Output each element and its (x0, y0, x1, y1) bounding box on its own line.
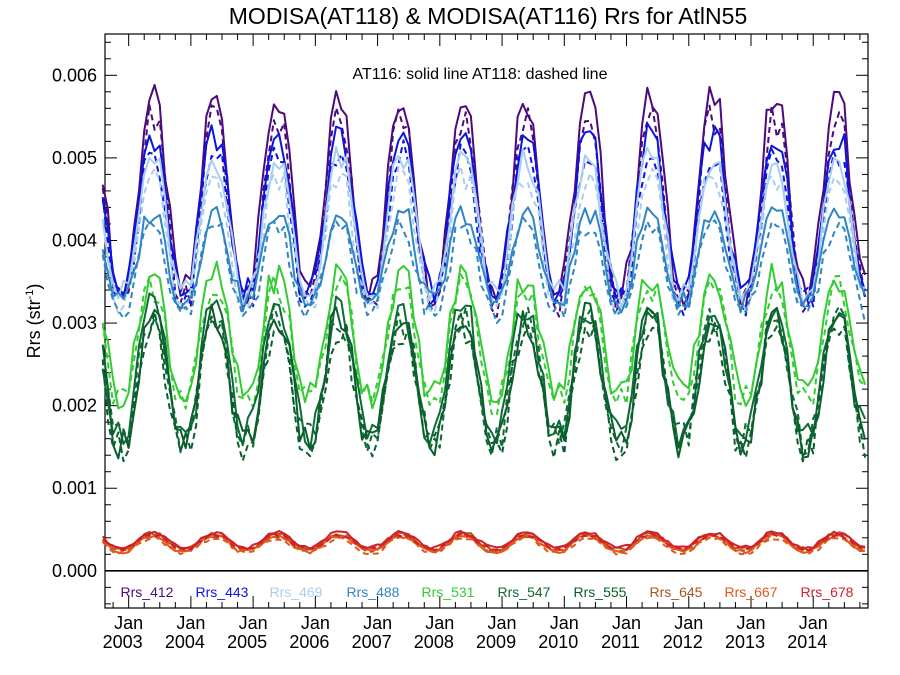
y-tick-label: 0.001 (52, 478, 97, 498)
series-Rrs_667-dashed (101, 535, 866, 556)
y-tick-label: 0.005 (52, 148, 97, 168)
x-tick-month: Jan (550, 613, 579, 633)
legend-item-Rrs_488: Rrs_488 (347, 584, 400, 600)
legend-item-Rrs_531: Rrs_531 (422, 584, 475, 600)
y-tick-label: 0.004 (52, 230, 97, 250)
series-Rrs_555-dashed (101, 310, 867, 463)
y-axis-label-main: Rrs (str (24, 299, 44, 358)
x-tick-month: Jan (612, 613, 641, 633)
x-tick-label: 2010 (538, 632, 578, 652)
legend-item-Rrs_412: Rrs_412 (121, 584, 174, 600)
x-tick-month: Jan (425, 613, 454, 633)
legend-item-Rrs_645: Rrs_645 (650, 584, 703, 600)
series-Rrs_531-dashed (101, 273, 866, 416)
legend-item-Rrs_678: Rrs_678 (801, 584, 854, 600)
x-tick-month: Jan (239, 613, 268, 633)
y-axis: 0.000 0.001 0.002 0.003 0.004 0.005 0.006 (52, 41, 868, 605)
series-Rrs_645-dashed (102, 533, 866, 553)
y-tick-label: 0.000 (52, 561, 97, 581)
x-tick-label: 2013 (725, 632, 765, 652)
x-tick-month: Jan (674, 613, 703, 633)
series-Rrs_469-solid (101, 146, 866, 309)
series-Rrs_469-dashed (101, 165, 867, 315)
x-tick-month: Jan (363, 613, 392, 633)
x-tick-month: Jan (301, 613, 330, 633)
x-tick-month: Jan (114, 613, 143, 633)
x-tick-label: 2007 (352, 632, 392, 652)
x-tick-label: 2008 (414, 632, 454, 652)
x-tick-label: 2009 (476, 632, 516, 652)
x-tick-month: Jan (799, 613, 828, 633)
x-tick-label: 2004 (165, 632, 205, 652)
legend-item-Rrs_443: Rrs_443 (196, 584, 249, 600)
y-axis-label-sup: -1 (24, 290, 36, 300)
series-Rrs_678-dashed (102, 532, 866, 552)
series-Rrs_678-solid (101, 529, 866, 551)
y-tick-label: 0.006 (52, 65, 97, 85)
y-tick-label: 0.003 (52, 313, 97, 333)
line-style-annotation: AT116: solid line AT118: dashed line (353, 66, 608, 83)
x-tick-label: 2003 (103, 632, 143, 652)
x-tick-label: 2014 (787, 632, 827, 652)
chart-title: MODISA(AT118) & MODISA(AT116) Rrs for At… (229, 3, 747, 29)
y-axis-label-tail: ) (24, 284, 44, 290)
legend-item-Rrs_547: Rrs_547 (498, 584, 551, 600)
x-tick-label: 2012 (663, 632, 703, 652)
legend: Rrs_412 Rrs_443 Rrs_469 Rrs_488 Rrs_531 Rrs_5… (121, 584, 854, 600)
legend-item-Rrs_667: Rrs_667 (725, 584, 778, 600)
x-tick-month: Jan (736, 613, 765, 633)
svg-text:Rrs (str-1): Rrs (str-1) (24, 284, 44, 359)
series-layer (101, 84, 867, 556)
x-tick-label: 2006 (289, 632, 329, 652)
series-Rrs_488-solid (101, 205, 867, 314)
x-axis: Jan2003Jan2004Jan2005Jan2006Jan2007Jan20… (103, 34, 861, 652)
x-tick-month: Jan (176, 613, 205, 633)
y-tick-label: 0.002 (52, 396, 97, 416)
x-tick-label: 2011 (601, 632, 640, 652)
x-tick-month: Jan (488, 613, 517, 633)
x-tick-label: 2005 (227, 632, 267, 652)
y-axis-label: Rrs (str-1) (24, 284, 44, 359)
legend-item-Rrs_469: Rrs_469 (270, 584, 323, 600)
legend-item-Rrs_555: Rrs_555 (574, 584, 627, 600)
series-Rrs_488-dashed (101, 216, 867, 324)
